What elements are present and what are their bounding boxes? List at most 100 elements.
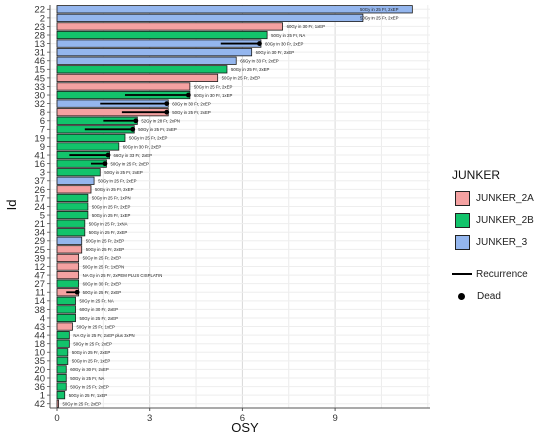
- x-tick-label-3: 3: [147, 413, 152, 424]
- y-tick-label-35: 35: [34, 356, 45, 367]
- y-tick-label-8: 8: [40, 108, 45, 119]
- bar-label-patient-5: 50Gy in 25 Fr, 1xEP: [92, 213, 131, 218]
- bar-patient-1: [56, 391, 66, 400]
- y-tick-label-45: 45: [34, 73, 45, 84]
- bar-label-patient-4: 50Gy in 25 Fr, 2xEP: [80, 316, 119, 321]
- bar-label-patient-41: 66Gy in 33 Fr, 2xEP: [114, 153, 153, 158]
- bar-label-patient-18: 50Gy in 25 Fr, 2xEP: [73, 341, 112, 346]
- x-tick-label-0: 0: [54, 413, 59, 424]
- bar-label-patient-2: 50Gy in 25 Fr, 2xEP: [360, 16, 399, 21]
- y-tick-label-2: 2: [40, 13, 45, 24]
- y-tick-label-17: 17: [34, 193, 45, 204]
- bar-patient-5: [56, 210, 89, 220]
- bar-patient-46: [56, 56, 237, 65]
- y-tick-label-40: 40: [34, 373, 45, 384]
- bar-label-patient-6: 52Gy in 28 Fr, 2xPN: [141, 119, 180, 124]
- dead-marker-patient-7: [130, 126, 136, 132]
- bar-label-patient-35: 50Gy in 25 Fr, 1xEP: [72, 359, 111, 364]
- bar-patient-33: [56, 82, 191, 91]
- x-tick-label-9: 9: [332, 413, 337, 424]
- y-tick-label-4: 4: [40, 313, 45, 324]
- y-tick-label-37: 37: [34, 176, 45, 187]
- legend-swatch-junker-2a: [455, 190, 470, 206]
- bar-patient-19: [56, 133, 126, 142]
- bar-patient-39: [56, 253, 80, 263]
- bar-patient-21: [56, 219, 86, 228]
- bar-patient-37: [56, 176, 95, 185]
- bar-label-patient-37: 50Gy in 25 Fr, 2xEP: [98, 179, 137, 184]
- bar-patient-3: [56, 168, 101, 177]
- bar-patient-4: [56, 313, 76, 323]
- x-axis-label: OSY: [231, 420, 259, 435]
- legend-label-recurrence: Recurrence: [476, 268, 528, 280]
- y-tick-label-27: 27: [34, 279, 45, 290]
- y-tick-label-9: 9: [40, 142, 45, 153]
- y-tick-label-39: 39: [34, 253, 45, 264]
- bar-patient-34: [56, 228, 86, 237]
- bar-patient-12: [56, 262, 80, 271]
- y-tick-label-28: 28: [34, 30, 45, 41]
- bar-label-patient-16: 50Gy in 25 Fr, 2xEP: [110, 161, 149, 166]
- bar-label-patient-27: 60Gy in 30 Fr, 2xEP: [83, 281, 122, 286]
- bar-patient-45: [56, 73, 219, 82]
- legend-item-junker-2a: JUNKER_2A: [452, 188, 548, 208]
- bar-label-patient-22: 50Gy in 25 Fr, 2xEP: [360, 7, 399, 12]
- y-tick-label-21: 21: [34, 219, 45, 230]
- bar-patient-40: [56, 373, 67, 383]
- dead-marker-patient-32: [164, 101, 170, 107]
- y-axis-label: Id: [4, 200, 19, 211]
- bar-label-patient-46: 66Gy in 33 Fr, 2xEP: [240, 59, 279, 64]
- bar-label-patient-13: 60Gy in 30 Fr, 2xEP: [265, 41, 304, 46]
- legend-label-junker-3: JUNKER_3: [476, 236, 528, 248]
- legend-label-junker-2b: JUNKER_2B: [476, 214, 534, 226]
- bar-patient-15: [56, 65, 228, 74]
- y-tick-label-25: 25: [34, 245, 45, 256]
- y-tick-label-12: 12: [34, 262, 45, 273]
- bar-patient-43: [56, 322, 73, 331]
- legend-title: JUNKER: [452, 168, 501, 182]
- bar-patient-14: [56, 296, 76, 305]
- bar-patient-47: [56, 271, 80, 280]
- bar-label-patient-28: 50Gy in 25 Fr, NA: [271, 33, 305, 38]
- bar-label-patient-10: 50Gy in 25 Fr, 2xEP: [72, 350, 111, 355]
- bar-label-patient-29: 50Gy in 25 Fr, 2xEP: [86, 239, 125, 244]
- dead-marker-patient-30: [185, 92, 191, 98]
- legend-swatch-junker-3: [455, 234, 470, 250]
- recurrence-line-icon: [452, 273, 472, 275]
- y-tick-label-26: 26: [34, 185, 45, 196]
- y-tick-label-14: 14: [34, 296, 45, 307]
- y-tick-label-31: 31: [34, 48, 45, 59]
- bar-label-patient-3: 50Gy in 25 Fr, 2xEP: [104, 170, 143, 175]
- legend-item-junker-3: JUNKER_3: [452, 232, 548, 252]
- bar-patient-24: [56, 202, 89, 211]
- bar-label-patient-31: 60Gy in 30 Fr, 2xEP: [256, 50, 295, 55]
- bar-label-patient-42: 50Gy in 25 Fr, 2xEP: [63, 402, 102, 407]
- bar-patient-38: [56, 305, 76, 314]
- bars-layer: 50Gy in 25 Fr, 2xEP 50Gy in 25 Fr, 2xEP 60…: [56, 5, 413, 408]
- x-tick-label-6: 6: [240, 413, 245, 424]
- legend-item-junker-2b: JUNKER_2B: [452, 210, 548, 230]
- legend-item-recurrence: Recurrence: [452, 264, 548, 284]
- y-tick-label-1: 1: [40, 391, 45, 402]
- bar-label-patient-20: 60Gy in 30 Fr, 2xEP: [70, 367, 109, 372]
- bar-label-patient-19: 50Gy in 25 Fr, 2xEP: [129, 136, 168, 141]
- dead-marker-patient-16: [102, 161, 108, 167]
- bar-patient-2: [56, 13, 364, 22]
- y-tick-label-6: 6: [40, 116, 45, 127]
- bar-patient-26: [56, 185, 92, 194]
- dead-marker-patient-11: [74, 289, 80, 295]
- bar-label-patient-32: 60Gy in 30 Fr, 2xEP: [172, 101, 211, 106]
- legend-swatch-junker-2b: [455, 212, 470, 228]
- legend: JUNKER JUNKER_2A JUNKER_2B JUNKER_3 Recu…: [452, 168, 548, 308]
- bar-label-patient-34: 50Gy in 25 Fr, 2xEP: [89, 230, 128, 235]
- legend-label-junker-2a: JUNKER_2A: [476, 192, 534, 204]
- bar-label-patient-14: 50Gy in 25 Fr, NA: [80, 299, 114, 304]
- bar-label-patient-11: 50Gy in 25 Fr, 2xEP: [83, 290, 122, 295]
- bar-label-patient-24: 50Gy in 25 Fr, 2xEP: [92, 204, 131, 209]
- bar-patient-36: [56, 382, 67, 391]
- y-tick-label-18: 18: [34, 339, 45, 350]
- y-tick-label-22: 22: [34, 5, 45, 16]
- bar-label-patient-40: 50Gy in 25 Fr, NA: [70, 376, 104, 381]
- bar-patient-18: [56, 339, 70, 348]
- bar-patient-44: [56, 331, 70, 340]
